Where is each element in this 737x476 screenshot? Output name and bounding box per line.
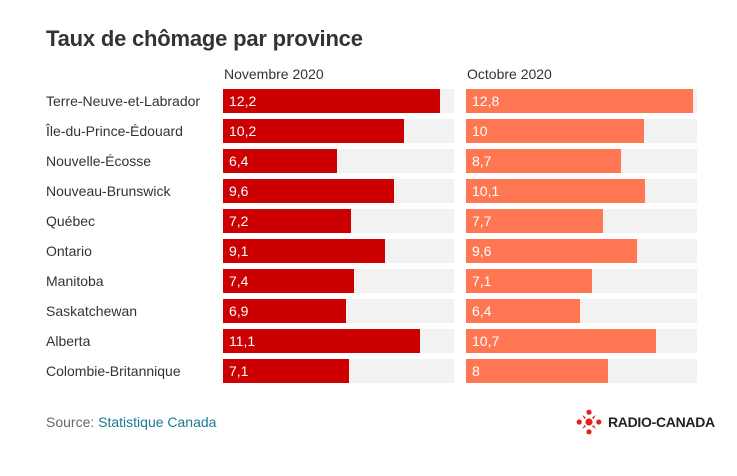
bar: [223, 209, 351, 233]
bar-value-label: 8: [472, 363, 480, 379]
series-header-november: Novembre 2020: [224, 66, 324, 82]
source-note: Source: Statistique Canada: [46, 414, 216, 430]
bar-value-label: 12,2: [229, 93, 257, 109]
bar: [466, 209, 603, 233]
source-link[interactable]: Statistique Canada: [98, 414, 217, 430]
bar-track: 9,6: [466, 239, 697, 263]
category-label: Nouvelle-Écosse: [46, 153, 152, 169]
bar-value-label: 10: [472, 123, 488, 139]
category-label: Terre-Neuve-et-Labrador: [46, 93, 201, 109]
bar-track: 10,1: [466, 179, 697, 203]
bar-value-label: 12,8: [472, 93, 500, 109]
bar-value-label: 11,1: [229, 333, 256, 349]
bar-track: 7,4: [223, 269, 454, 293]
bar: [223, 239, 385, 263]
bar: [466, 329, 656, 353]
logo-text: RADIO-CANADA: [608, 414, 715, 430]
bar-track: 10,7: [466, 329, 697, 353]
bar-value-label: 8,7: [472, 153, 492, 169]
bar-track: 8,7: [466, 149, 697, 173]
bar: [223, 269, 354, 293]
bar: [223, 179, 394, 203]
bar-value-label: 7,1: [472, 273, 492, 289]
radio-canada-logo: RADIO-CANADA: [576, 409, 715, 435]
radio-canada-gem-icon: [576, 409, 602, 435]
bar-track: 12,8: [466, 89, 697, 113]
bar: [466, 179, 645, 203]
bar-value-label: 10,2: [229, 123, 257, 139]
bar: [223, 329, 420, 353]
chart-title: Taux de chômage par province: [46, 26, 363, 51]
bar: [223, 149, 337, 173]
bar-track: 6,9: [223, 299, 454, 323]
bar-value-label: 6,9: [229, 303, 249, 319]
bar-value-label: 7,1: [229, 363, 249, 379]
category-label: Île-du-Prince-Édouard: [46, 123, 183, 139]
bar: [466, 299, 580, 323]
series-header-october: Octobre 2020: [467, 66, 552, 82]
bar: [223, 299, 346, 323]
bar-value-label: 7,7: [472, 213, 492, 229]
bar-value-label: 10,1: [472, 183, 500, 199]
bar-value-label: 6,4: [472, 303, 492, 319]
bar: [223, 119, 404, 143]
category-label: Nouveau-Brunswick: [46, 183, 171, 199]
bar-track: 6,4: [466, 299, 697, 323]
bar-track: 7,7: [466, 209, 697, 233]
bar-value-label: 9,6: [472, 243, 492, 259]
bar-value-label: 7,4: [229, 273, 249, 289]
category-label: Manitoba: [46, 273, 104, 289]
bar-track: 10,2: [223, 119, 454, 143]
bar-value-label: 9,6: [229, 183, 249, 199]
bar: [223, 359, 349, 383]
bar: [466, 239, 637, 263]
bar: [223, 89, 440, 113]
bar: [466, 89, 693, 113]
bar-value-label: 9,1: [229, 243, 249, 259]
bar-value-label: 6,4: [229, 153, 249, 169]
bar-value-label: 7,2: [229, 213, 249, 229]
bar-track: 7,1: [223, 359, 454, 383]
bar-track: 9,6: [223, 179, 454, 203]
bar-track: 9,1: [223, 239, 454, 263]
bar: [466, 269, 592, 293]
bar-track: 7,1: [466, 269, 697, 293]
bar: [466, 119, 644, 143]
bar-track: 10: [466, 119, 697, 143]
category-label: Saskatchewan: [46, 303, 138, 319]
source-prefix: Source:: [46, 414, 99, 430]
bar-track: 7,2: [223, 209, 454, 233]
bar: [466, 359, 608, 383]
bar: [466, 149, 621, 173]
bar-track: 8: [466, 359, 697, 383]
bar-track: 11,1: [223, 329, 454, 353]
category-label: Alberta: [46, 333, 91, 349]
bar-track: 12,2: [223, 89, 454, 113]
bar-track: 6,4: [223, 149, 454, 173]
category-label: Ontario: [46, 243, 92, 259]
category-label: Québec: [46, 213, 96, 229]
bar-value-label: 10,7: [472, 333, 500, 349]
category-label: Colombie-Britannique: [46, 363, 181, 379]
